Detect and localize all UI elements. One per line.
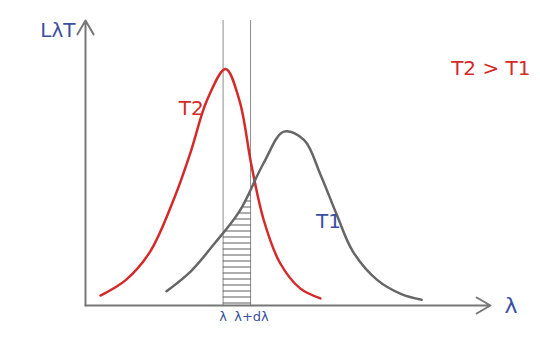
svg-text:T2: T2	[178, 96, 204, 120]
svg-text:T1: T1	[315, 209, 341, 233]
svg-text:λ: λ	[219, 309, 227, 324]
svg-text:LλT: LλT	[40, 18, 76, 42]
svg-text:T2 > T1: T2 > T1	[450, 56, 530, 80]
svg-text:λ: λ	[505, 293, 518, 318]
svg-text:λ+dλ: λ+dλ	[234, 309, 269, 324]
